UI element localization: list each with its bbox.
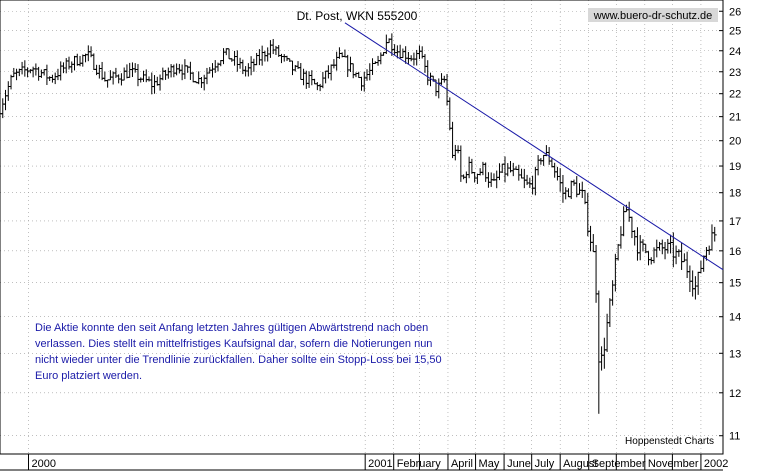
y-tick-label: 14 xyxy=(729,312,741,324)
y-tick-label: 21 xyxy=(729,112,741,124)
chart-title: Dt. Post, WKN 555200 xyxy=(297,9,418,23)
source-label: Hoppenstedt Charts xyxy=(625,436,714,447)
x-tick-label: June xyxy=(507,458,531,470)
y-tick-label: 18 xyxy=(729,188,741,200)
x-tick-label: November xyxy=(648,458,699,470)
x-tick-label: July xyxy=(535,458,555,470)
x-tick-label: May xyxy=(479,458,500,470)
x-tick-label: 2001 xyxy=(368,458,392,470)
y-tick-label: 19 xyxy=(729,161,741,173)
grid-lines xyxy=(0,0,723,454)
y-tick-label: 23 xyxy=(729,67,741,79)
y-tick-label: 20 xyxy=(729,136,741,148)
x-tick-label: September xyxy=(592,458,646,470)
y-tick-label: 17 xyxy=(729,216,741,228)
x-tick-label: April xyxy=(451,458,473,470)
watermark: www.buero-dr-schutz.de xyxy=(593,10,713,22)
y-tick-label: 24 xyxy=(729,46,741,58)
y-tick-label: 12 xyxy=(729,388,741,400)
price-bars xyxy=(0,33,717,414)
x-tick-label: 2002 xyxy=(704,458,728,470)
x-axis: 2000 2001 February April May June July AugustSe… xyxy=(0,454,728,471)
y-axis: 11 12 13 14 15 16 17 18 19 20 21 22 23 24 25 26 xyxy=(719,6,741,443)
trendline xyxy=(344,22,724,271)
y-tick-label: 16 xyxy=(729,246,741,258)
plot-frame xyxy=(0,0,724,455)
y-tick-label: 11 xyxy=(729,431,740,443)
watermark-bg xyxy=(588,8,718,22)
y-tick-label: 13 xyxy=(729,348,741,360)
annotation-text: Die Aktie konnte den seit Anfang letzten… xyxy=(35,322,442,382)
y-tick-label: 22 xyxy=(729,89,741,101)
y-tick-label: 15 xyxy=(729,278,741,290)
y-tick-label: 25 xyxy=(729,26,741,38)
x-tick-label: 2000 xyxy=(32,458,56,470)
y-tick-label: 26 xyxy=(729,6,741,18)
